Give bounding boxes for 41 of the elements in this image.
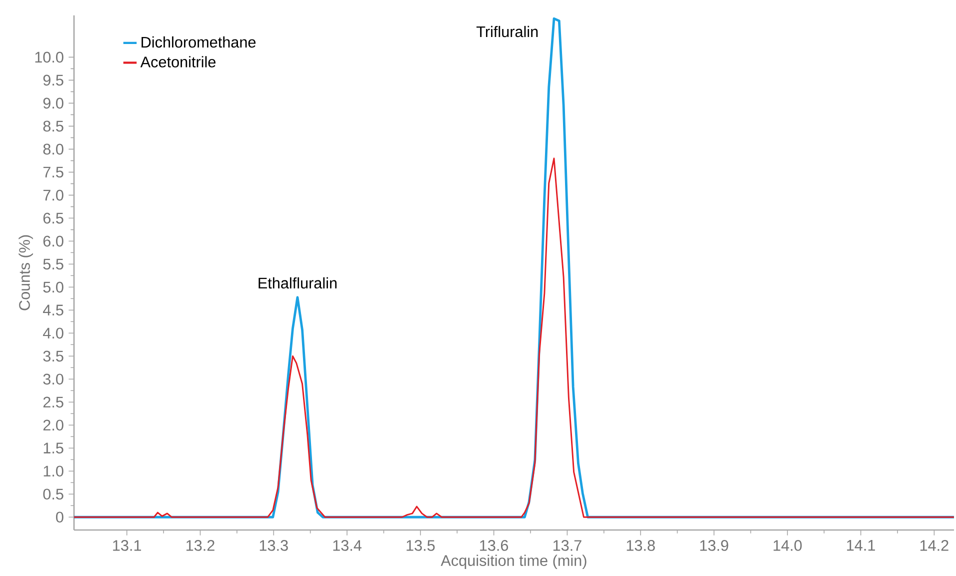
y-tick-label: 9.0 (43, 98, 64, 109)
y-tick-label: 3.5 (43, 350, 64, 362)
x-tick-label: 13.5 (406, 540, 435, 551)
x-tick-label: 13.4 (333, 540, 362, 551)
x-tick-label: 14.0 (774, 540, 802, 551)
legend-label: Acetonitrile (140, 56, 216, 68)
x-tick-label: 13.6 (480, 540, 508, 551)
y-tick-label: 2.5 (43, 396, 64, 408)
y-tick-label: 8.5 (43, 120, 64, 132)
annotation: Ethalfluralin (258, 277, 337, 289)
legend-label: Dichloromethane (142, 36, 256, 48)
y-tick-label: 9.5 (43, 74, 64, 86)
x-tick-label: 13.1 (113, 540, 142, 551)
y-tick-label: 0.5 (43, 488, 64, 500)
line-series (73, 158, 955, 518)
y-tick-label: 1.5 (44, 442, 64, 454)
y-tick-label: 3.0 (43, 374, 64, 385)
y-tick-label: 6.5 (43, 212, 64, 224)
x-tick-label: 13.7 (553, 540, 582, 551)
y-axis-title: Counts (%) (18, 235, 33, 310)
x-axis-title: Acquisition time (min) (440, 554, 586, 570)
x-tick-label: 14.2 (920, 540, 948, 551)
annotation: Trifluralin (476, 26, 538, 38)
y-tick-label: 6.0 (43, 236, 64, 247)
x-tick-label: 13.9 (700, 540, 728, 551)
y-tick-label: 7.0 (43, 190, 64, 201)
y-tick-label: 0 (56, 512, 64, 523)
y-tick-label: 4.0 (43, 328, 64, 339)
y-tick-label: 1.0 (44, 466, 64, 477)
y-tick-label: 8.0 (43, 144, 64, 155)
x-tick-label: 14.1 (847, 540, 875, 551)
y-tick-label: 10.0 (35, 52, 64, 63)
y-tick-label: 7.5 (43, 166, 64, 178)
x-tick-label: 13.8 (626, 540, 655, 551)
line-series (72, 17, 956, 518)
y-tick-label: 5.5 (43, 258, 64, 270)
y-tick-label: 5.0 (43, 282, 64, 293)
y-tick-label: 2.0 (43, 420, 64, 431)
y-tick-label: 4.5 (43, 304, 64, 316)
x-tick-label: 13.3 (260, 540, 288, 551)
x-tick-label: 13.2 (186, 540, 214, 551)
